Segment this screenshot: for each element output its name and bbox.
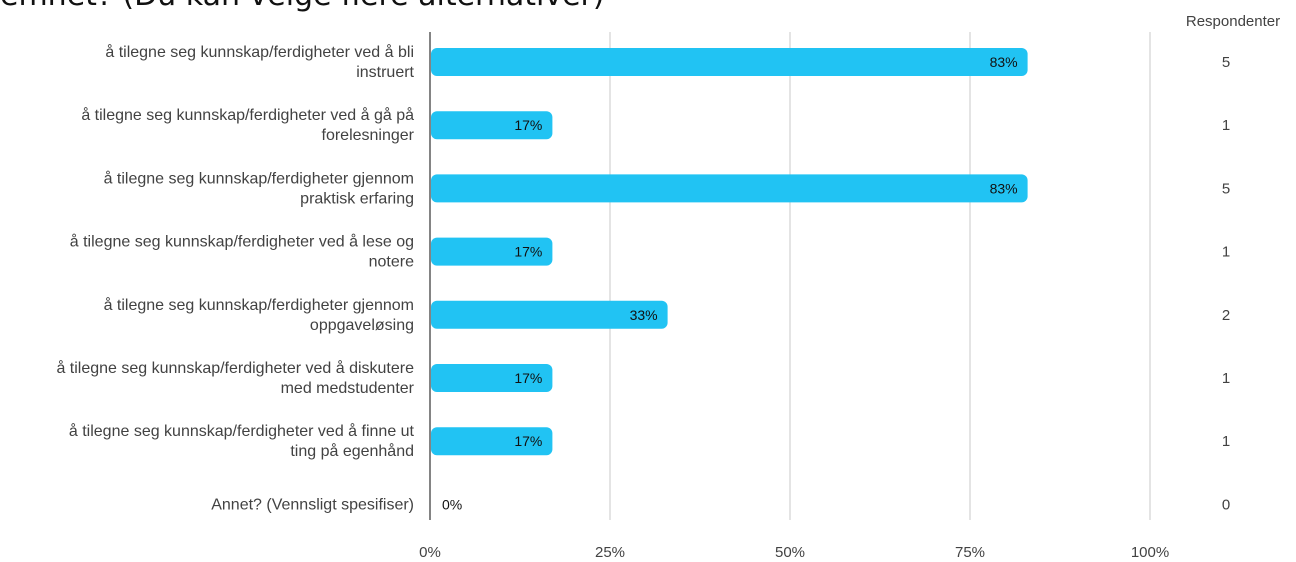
bar — [431, 237, 553, 266]
bar — [431, 48, 1028, 76]
x-tick-label: 75% — [955, 544, 985, 561]
respondents-value: 5 — [1222, 54, 1230, 71]
category-label: Annet? (Vennsligt spesifiser) — [211, 496, 414, 513]
x-axis-ticks: 0% 25% 50% 75% 100% — [419, 544, 1169, 561]
bar — [431, 174, 1028, 203]
respondents-value: 1 — [1222, 433, 1230, 450]
respondents-value: 2 — [1222, 307, 1230, 324]
bar-value-label: 17% — [514, 370, 542, 386]
bar — [431, 111, 553, 140]
respondents-column: Respondenter 5 1 5 1 2 1 1 0 — [1186, 13, 1280, 513]
category-labels: å tilegne seg kunnskap/ferdigheter ved å… — [56, 43, 414, 513]
category-label: å tilegne seg kunnskap/ferdigheter gjenn… — [104, 296, 414, 334]
x-tick-label: 25% — [595, 544, 625, 561]
bar-value-label: 17% — [514, 117, 542, 133]
chart-title: emnet? (Du kan velge flere alternativer) — [0, 0, 605, 13]
x-tick-label: 50% — [775, 544, 805, 561]
gridlines — [429, 32, 1151, 520]
bar-value-label: 17% — [514, 433, 542, 449]
category-label: å tilegne seg kunnskap/ferdigheter ved å… — [105, 43, 414, 81]
bar-value-label: 83% — [990, 180, 1018, 196]
category-label: å tilegne seg kunnskap/ferdigheter ved å… — [81, 106, 414, 144]
bar-value-label: 17% — [514, 244, 542, 260]
respondents-value: 1 — [1222, 117, 1230, 134]
x-tick-label: 100% — [1131, 544, 1169, 561]
category-label: å tilegne seg kunnskap/ferdigheter ved å… — [56, 359, 414, 397]
category-label: å tilegne seg kunnskap/ferdigheter ved å… — [69, 422, 415, 460]
bar-value-label: 83% — [990, 54, 1018, 70]
category-label: å tilegne seg kunnskap/ferdigheter ved å… — [70, 233, 414, 271]
x-tick-label: 0% — [419, 544, 441, 561]
respondents-value: 1 — [1222, 370, 1230, 387]
respondents-value: 5 — [1222, 180, 1230, 197]
respondents-value: 1 — [1222, 244, 1230, 261]
bar-value-label: 33% — [630, 307, 658, 323]
respondents-header: Respondenter — [1186, 13, 1280, 30]
bar — [431, 364, 553, 392]
category-label: å tilegne seg kunnskap/ferdigheter gjenn… — [104, 169, 414, 207]
respondents-value: 0 — [1222, 496, 1230, 513]
bar — [431, 427, 553, 456]
bar-value-label: 0% — [442, 496, 462, 512]
bar — [431, 300, 668, 329]
bars: 83% 17% 83% 17% 33% 17% 17% 0% — [431, 48, 1028, 512]
